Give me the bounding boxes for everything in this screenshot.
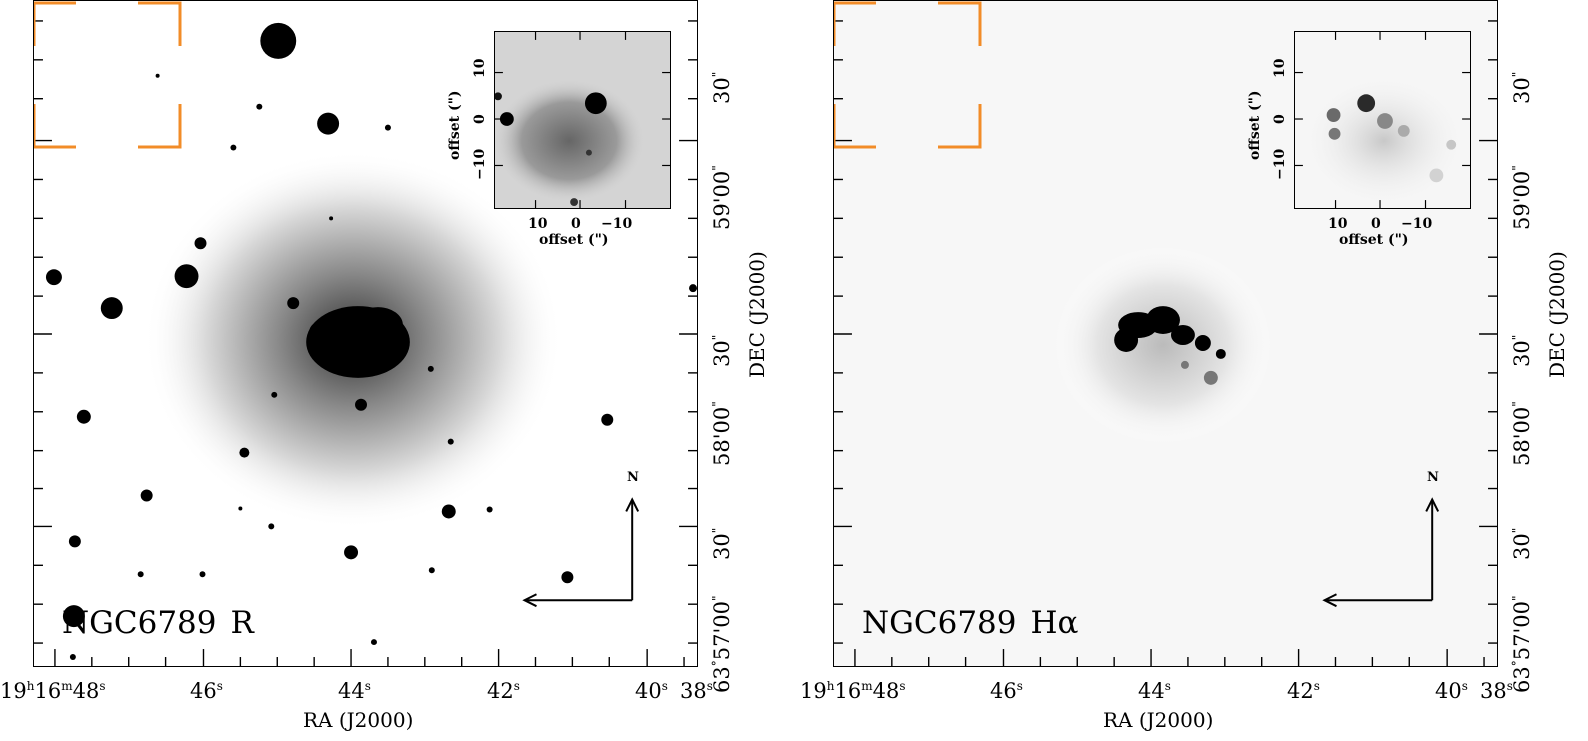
- compass: [522, 497, 640, 608]
- field-stars: [45, 22, 697, 661]
- inset-x-tick: −10: [1401, 216, 1433, 232]
- r-band-sky: [34, 20, 697, 666]
- ra-tick-label: 42s: [1287, 679, 1320, 703]
- inset-y-tick: −10: [472, 148, 488, 180]
- object-name: NGC6789: [62, 605, 217, 641]
- halpha-image: NGC6789 Hα N: [833, 0, 1498, 667]
- dec-ticks-left-h: [834, 20, 1497, 644]
- ra-tick-label: 40s: [635, 679, 668, 703]
- inset-zoom: [1294, 31, 1471, 209]
- zoom-bracket: [34, 1, 182, 149]
- inset-x-label: offset ("): [539, 232, 609, 248]
- dec-tick-label: 30": [1510, 71, 1534, 104]
- panel-label: NGC6789 R: [62, 605, 254, 641]
- ra-tick-label: 44s: [1138, 679, 1171, 703]
- dec-tick-label: 63°57'00": [1510, 595, 1534, 693]
- inset-y-label: offset ("): [1247, 90, 1263, 160]
- dec-tick-label: 59'00": [1510, 165, 1534, 230]
- inset-x-tick: −10: [601, 216, 633, 232]
- inset-y-label: offset ("): [447, 90, 463, 160]
- inset-y-tick: 0: [472, 114, 488, 124]
- emission-core: [1114, 306, 1226, 359]
- inset-x-tick: 0: [571, 216, 581, 232]
- ra-tick-label: 19h16m48s: [0, 679, 106, 703]
- ra-tick-label: 38s: [680, 679, 713, 703]
- dec-axis-title: DEC (J2000): [745, 251, 769, 378]
- dec-tick-label: 30": [1510, 527, 1534, 560]
- ra-minor-ticks-bottom: [54, 649, 685, 666]
- dec-tick-label: 59'00": [710, 165, 734, 230]
- panel-halpha: NGC6789 Hα N 10 0 −10 offset (") 10 0 −10…: [800, 0, 1569, 741]
- dec-tick-label: 63°57'00": [710, 595, 734, 693]
- north-label: N: [627, 470, 639, 485]
- dec-tick-label: 30": [1510, 334, 1534, 367]
- filter-name: R: [230, 605, 254, 641]
- dec-tick-label: 58'00": [1510, 401, 1534, 466]
- dec-tick-label: 30": [710, 527, 734, 560]
- ra-minor-ticks-bottom-h: [854, 649, 1485, 666]
- inset-image-h: [1295, 32, 1470, 208]
- dec-tick-label: 30": [710, 334, 734, 367]
- inset-x-tick: 0: [1371, 216, 1381, 232]
- inset-x-label: offset ("): [1339, 232, 1409, 248]
- ra-tick-label: 46s: [190, 679, 223, 703]
- inset-x-tick: 10: [528, 216, 548, 232]
- inset-y-tick: 10: [1272, 58, 1288, 78]
- ra-tick-label: 38s: [1480, 679, 1513, 703]
- ra-axis-title: RA (J2000): [1103, 708, 1214, 732]
- r-band-image: NGC6789 R N: [33, 0, 698, 667]
- dec-tick-label: 30": [710, 71, 734, 104]
- dec-ticks-left: [34, 20, 697, 644]
- inset-y-tick: −10: [1272, 148, 1288, 180]
- ra-tick-label: 19h16m48s: [800, 679, 906, 703]
- object-name: NGC6789: [862, 605, 1017, 641]
- panel-label: NGC6789 Hα: [862, 605, 1078, 641]
- ra-tick-label: 42s: [487, 679, 520, 703]
- ra-axis-title: RA (J2000): [303, 708, 414, 732]
- filter-name: Hα: [1030, 605, 1079, 641]
- north-label: N: [1427, 470, 1439, 485]
- inset-y-tick: 0: [1272, 114, 1288, 124]
- compass-h: [1322, 497, 1440, 608]
- halpha-sky: [834, 1, 1497, 666]
- inset-x-tick: 10: [1328, 216, 1348, 232]
- zoom-bracket: [834, 1, 982, 149]
- dec-tick-label: 58'00": [710, 401, 734, 466]
- dec-axis-title: DEC (J2000): [1545, 251, 1569, 378]
- galaxy-core: [306, 306, 410, 378]
- inset-y-tick: 10: [472, 58, 488, 78]
- panel-r-band: NGC6789 R N 10 0 −10 offset (") 10 0 −10 …: [0, 0, 769, 741]
- ra-tick-label: 40s: [1435, 679, 1468, 703]
- emission-knots: [1180, 360, 1218, 385]
- inset-image: [495, 32, 670, 208]
- emission-halo: [1053, 245, 1273, 445]
- ra-tick-label: 44s: [338, 679, 371, 703]
- inset-zoom: [494, 31, 671, 209]
- ra-tick-label: 46s: [990, 679, 1023, 703]
